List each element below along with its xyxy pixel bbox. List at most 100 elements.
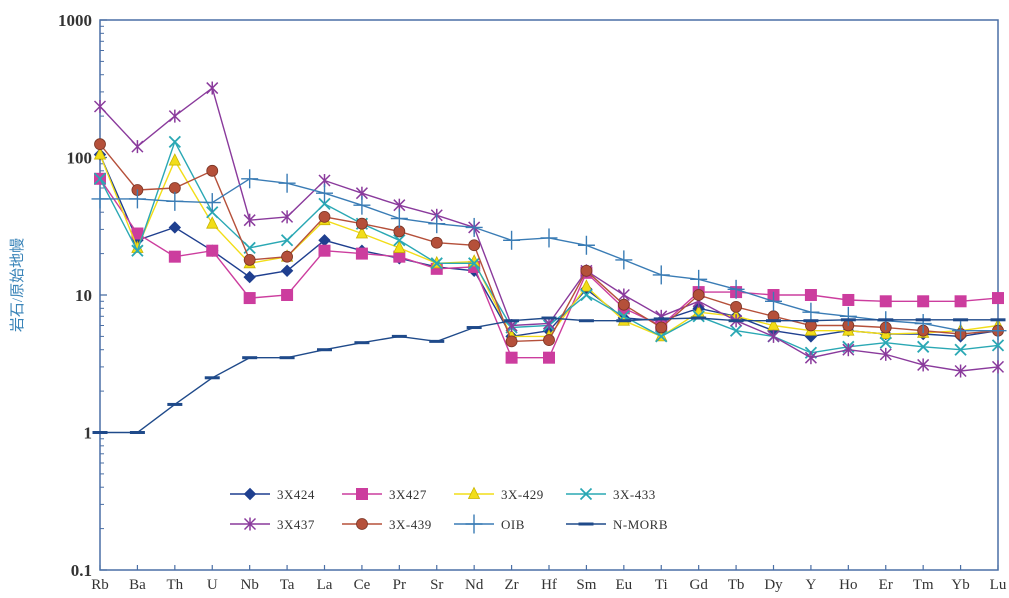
point-3x-433 (692, 310, 705, 323)
point-3x-433 (430, 257, 443, 270)
point-3x-429 (168, 153, 181, 166)
plot-frame (99, 19, 999, 571)
point-3x-439 (543, 334, 555, 346)
point-oib (615, 250, 633, 270)
legend-label: 3X-439 (389, 517, 432, 532)
point-oib (989, 321, 1007, 341)
x-tick-label: Hf (541, 577, 557, 593)
x-tick-label: Tm (913, 577, 934, 593)
x-tick-label: Ho (839, 577, 857, 593)
point-3x427 (318, 244, 331, 257)
point-oib (765, 291, 782, 311)
point-3x-439 (206, 164, 219, 177)
point-3x-433 (991, 339, 1005, 352)
point-oib (652, 265, 670, 285)
point-3x-433 (729, 324, 743, 337)
legend-item: 3X-429 (454, 486, 543, 502)
point-3x427 (842, 293, 855, 306)
legend-marker (243, 517, 257, 531)
point-3x437 (655, 309, 668, 323)
point-3x427 (804, 289, 817, 301)
point-oib (278, 173, 296, 193)
legend-marker (243, 487, 257, 501)
y-tick-label: 1 (84, 424, 93, 443)
point-oib (727, 279, 745, 299)
point-oib (952, 321, 970, 341)
point-3x-439 (356, 217, 368, 230)
x-tick-label: Lu (990, 577, 1007, 593)
legend-marker (465, 514, 483, 534)
point-3x427 (954, 295, 967, 308)
point-3x-439 (243, 254, 256, 266)
legend-label: 3X437 (277, 517, 315, 532)
x-tick-label: La (317, 577, 333, 593)
point-3x427 (505, 351, 518, 364)
point-3x-433 (131, 244, 144, 257)
point-3x437 (842, 343, 855, 357)
series-n-morb (92, 316, 1006, 434)
y-axis-label: 岩石/原始地幔 (9, 238, 26, 332)
legend-item: N-MORB (566, 517, 668, 532)
point-3x-429 (580, 279, 593, 292)
x-tick-label: Gd (689, 577, 708, 593)
point-3x427 (393, 250, 406, 263)
x-tick-label: Nb (240, 577, 258, 593)
point-3x424 (243, 270, 256, 284)
point-oib (353, 195, 371, 215)
point-3x-433 (879, 336, 892, 349)
point-3x424 (280, 264, 294, 277)
x-tick-label: Eu (615, 577, 632, 593)
point-3x-433 (318, 197, 331, 211)
legend-label: OIB (501, 517, 525, 532)
point-3x-433 (93, 172, 107, 185)
point-3x437 (954, 364, 967, 378)
point-3x437 (131, 140, 144, 154)
point-oib (128, 189, 146, 209)
point-3x-439 (617, 298, 630, 311)
point-3x427 (879, 295, 892, 308)
point-3x437 (767, 329, 780, 343)
point-3x-439 (430, 236, 443, 249)
point-oib (166, 191, 184, 211)
point-3x427 (243, 292, 256, 305)
point-3x427 (917, 295, 930, 308)
point-oib (802, 302, 820, 322)
point-oib (203, 193, 221, 213)
point-3x-439 (655, 321, 668, 334)
point-3x427 (543, 351, 555, 364)
point-oib (540, 228, 558, 248)
point-3x-429 (393, 240, 406, 253)
point-oib (839, 306, 857, 326)
legend-marker (356, 488, 368, 500)
point-oib (241, 169, 259, 189)
point-3x-439 (318, 210, 331, 223)
point-oib (91, 189, 109, 209)
x-tick-label: Tb (728, 577, 745, 593)
series-oib (91, 169, 1007, 341)
legend-marker (579, 487, 593, 501)
legend-marker (467, 486, 481, 499)
point-3x427 (168, 250, 181, 263)
series-line-oib (100, 178, 998, 332)
point-3x-439 (281, 250, 293, 263)
point-3x-433 (954, 343, 967, 356)
legend-item: 3X437 (230, 517, 315, 532)
y-tick-label: 0.1 (71, 561, 92, 580)
legend-label: 3X427 (389, 487, 427, 502)
point-3x-433 (393, 234, 406, 247)
point-oib (316, 183, 333, 203)
point-3x-433 (206, 206, 219, 219)
point-3x437 (804, 351, 817, 365)
point-oib (428, 214, 446, 234)
legend-label: 3X-433 (613, 487, 656, 502)
point-oib (690, 269, 708, 289)
point-3x437 (206, 81, 219, 95)
legend-label: N-MORB (613, 517, 668, 532)
legend-item: 3X427 (342, 487, 427, 502)
point-3x424 (168, 221, 182, 234)
x-tick-label: Er (879, 577, 893, 593)
point-3x437 (281, 210, 294, 224)
x-tick-label: Ba (129, 577, 146, 593)
legend-item: 3X-433 (566, 487, 656, 502)
